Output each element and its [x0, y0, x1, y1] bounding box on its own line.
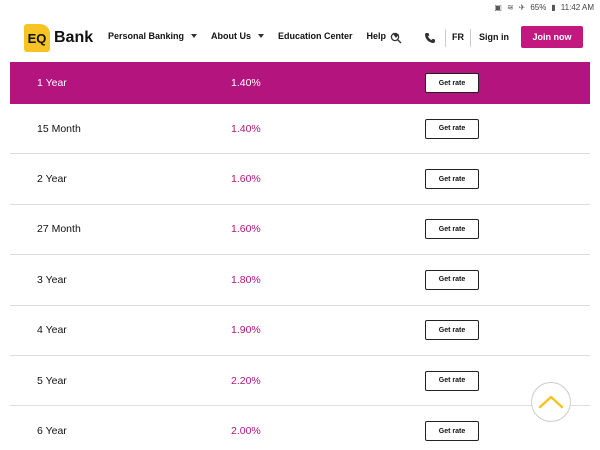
rate-value: 1.60%: [231, 173, 261, 186]
status-bar: ▣ ≋ ✈ 65% ▮ 11:42 AM: [0, 0, 600, 14]
rate-value: 2.00%: [231, 425, 261, 438]
nav-about-us[interactable]: About Us: [211, 31, 265, 41]
get-rate-button[interactable]: Get rate: [425, 118, 479, 139]
nav-label: Education Center: [278, 31, 353, 41]
battery-percent: 65%: [530, 2, 547, 12]
sign-in-link[interactable]: Sign in: [479, 32, 509, 42]
rate-row: 5 Year 2.20% Get rate: [10, 356, 590, 407]
eq-bank-logo[interactable]: EQ Bank: [24, 24, 93, 52]
rate-value: 1.60%: [231, 223, 261, 236]
nav-label: Help: [366, 31, 387, 41]
rate-row: 3 Year 1.80% Get rate: [10, 255, 590, 306]
rate-row: 2 Year 1.60% Get rate: [10, 154, 590, 205]
search-icon[interactable]: [390, 32, 402, 44]
rate-value: 1.90%: [231, 324, 261, 337]
term-label: 27 Month: [37, 223, 81, 236]
nav-personal-banking[interactable]: Personal Banking: [108, 31, 198, 41]
term-label: 3 Year: [37, 273, 67, 286]
language-toggle[interactable]: FR: [452, 32, 464, 42]
airplane-icon: ✈: [518, 2, 526, 12]
chevron-up-icon: [538, 395, 564, 409]
rate-row: 1 Year 1.40% Get rate: [10, 62, 590, 104]
rate-value: 2.20%: [231, 374, 261, 387]
header-divider: [470, 29, 471, 47]
nav-education-center[interactable]: Education Center: [278, 31, 353, 41]
scroll-to-top-button[interactable]: [531, 382, 571, 422]
term-label: 6 Year: [37, 425, 67, 438]
battery-saver-icon: ▣: [494, 2, 502, 12]
battery-icon: ▮: [551, 2, 556, 12]
get-rate-button[interactable]: Get rate: [425, 421, 479, 442]
get-rate-button[interactable]: Get rate: [425, 320, 479, 341]
join-now-button[interactable]: Join now: [521, 26, 583, 48]
rate-row: 4 Year 1.90% Get rate: [10, 306, 590, 356]
nav-help[interactable]: Help: [367, 31, 400, 41]
term-label: 1 Year: [37, 77, 67, 89]
term-label: 5 Year: [37, 374, 67, 387]
rate-value: 1.40%: [231, 122, 261, 135]
wifi-icon: ≋: [506, 2, 514, 12]
caret-down-icon: [258, 34, 265, 38]
term-label: 4 Year: [37, 324, 67, 337]
nav-label: About Us: [211, 31, 252, 41]
site-header: EQ Bank Personal Banking About Us Educat…: [0, 14, 600, 62]
get-rate-button[interactable]: Get rate: [425, 219, 479, 240]
caret-down-icon: [393, 34, 400, 38]
caret-down-icon: [191, 34, 198, 38]
header-divider: [445, 29, 446, 47]
main-nav: Personal Banking About Us Education Cent…: [108, 31, 413, 41]
get-rate-button[interactable]: Get rate: [425, 73, 479, 93]
rate-value: 1.80%: [231, 273, 261, 286]
clock: 11:42 AM: [560, 2, 594, 12]
phone-icon[interactable]: [424, 32, 436, 44]
gic-rates-table: 1 Year 1.40% Get rate 15 Month 1.40% Get…: [10, 62, 590, 450]
nav-label: Personal Banking: [108, 31, 185, 41]
rate-row: 15 Month 1.40% Get rate: [10, 104, 590, 155]
logo-text: Bank: [54, 29, 94, 46]
get-rate-button[interactable]: Get rate: [425, 169, 479, 190]
rate-row: 6 Year 2.00% Get rate: [10, 406, 590, 450]
get-rate-button[interactable]: Get rate: [425, 370, 479, 391]
rate-value: 1.40%: [231, 77, 261, 89]
term-label: 15 Month: [37, 122, 81, 135]
get-rate-button[interactable]: Get rate: [425, 269, 479, 290]
logo-mark: EQ: [24, 24, 50, 52]
term-label: 2 Year: [37, 173, 67, 186]
rate-row: 27 Month 1.60% Get rate: [10, 205, 590, 256]
